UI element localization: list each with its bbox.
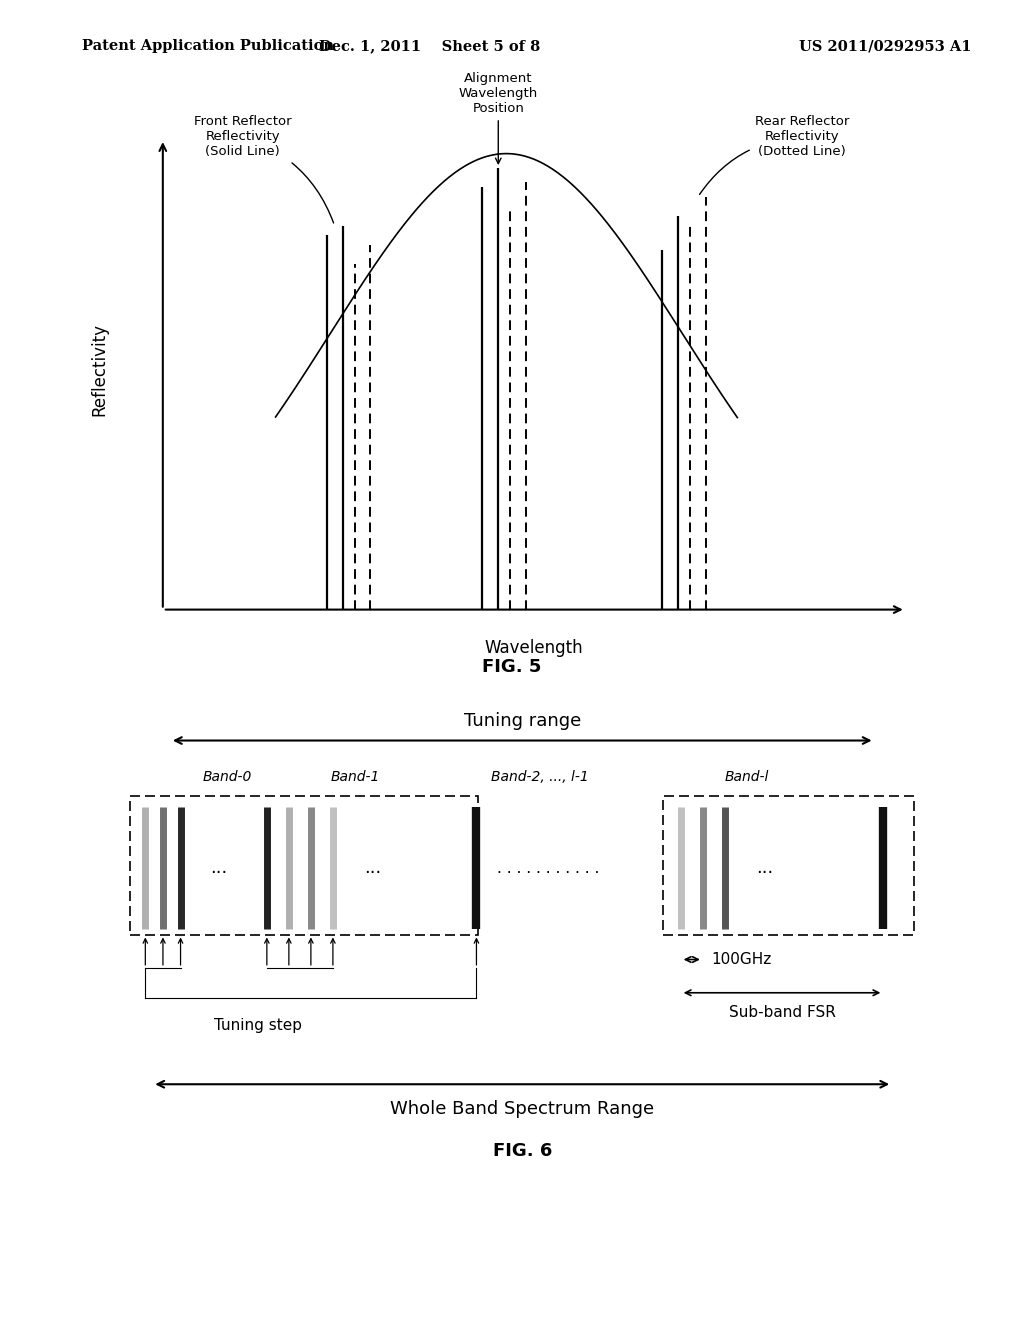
Text: Tuning range: Tuning range [464,711,581,730]
Text: ...: ... [364,859,381,876]
Text: Whole Band Spectrum Range: Whole Band Spectrum Range [390,1100,654,1118]
Text: Reflectivity: Reflectivity [90,323,108,416]
Text: . . . . . . . . . . .: . . . . . . . . . . . [498,861,600,875]
Text: Rear Reflector
Reflectivity
(Dotted Line): Rear Reflector Reflectivity (Dotted Line… [699,115,849,194]
Bar [130,796,478,935]
Text: Wavelength: Wavelength [485,639,584,657]
Text: Band-l: Band-l [725,770,769,784]
Text: Front Reflector
Reflectivity
(Solid Line): Front Reflector Reflectivity (Solid Line… [194,115,334,223]
Text: Dec. 1, 2011    Sheet 5 of 8: Dec. 1, 2011 Sheet 5 of 8 [319,40,541,53]
Bar [664,796,914,935]
Text: Tuning step: Tuning step [214,1018,302,1032]
Text: 100GHz: 100GHz [712,952,772,968]
Text: FIG. 5: FIG. 5 [482,657,542,676]
Text: Band-1: Band-1 [330,770,380,784]
Text: Alignment
Wavelength
Position: Alignment Wavelength Position [459,73,538,164]
Text: ...: ... [210,859,227,876]
Text: Patent Application Publication: Patent Application Publication [82,40,334,53]
Text: Band-2, ..., l-1: Band-2, ..., l-1 [490,770,589,784]
Text: Band-0: Band-0 [203,770,252,784]
Text: ...: ... [756,859,773,876]
Text: Sub-band FSR: Sub-band FSR [729,1005,836,1019]
Text: FIG. 6: FIG. 6 [493,1142,552,1160]
Text: US 2011/0292953 A1: US 2011/0292953 A1 [799,40,971,53]
